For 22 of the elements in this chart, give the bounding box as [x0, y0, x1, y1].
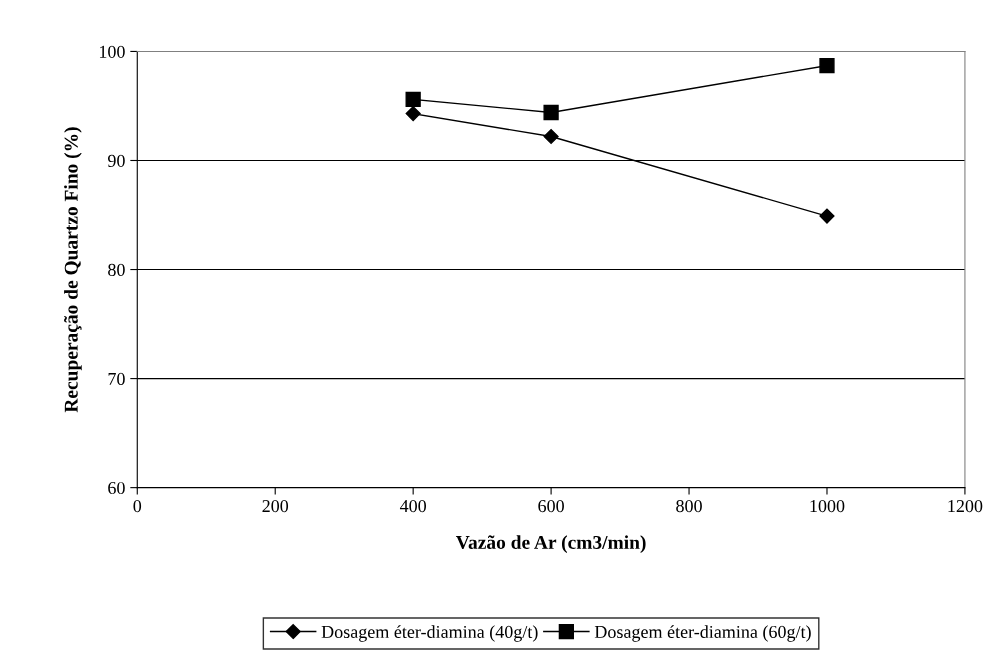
x-tick-label: 0 [133, 499, 142, 513]
y-tick-label: 70 [108, 372, 125, 386]
y-tick-label: 60 [108, 481, 125, 495]
point [405, 91, 421, 108]
y-tick-label: 80 [108, 263, 125, 276]
x-tick-label: 200 [262, 499, 289, 513]
point [819, 208, 835, 224]
legend-label: Dosagem éter-diamina (60g/t) [594, 625, 811, 642]
legend-label: Dosagem éter-diamina (40g/t) [321, 625, 538, 642]
x-tick-label: 800 [676, 499, 702, 513]
x-tick-label: 1200 [948, 499, 983, 513]
y-tick-label: 100 [99, 45, 125, 58]
y-tick-label: 90 [107, 154, 125, 167]
point [543, 104, 559, 121]
x-tick-label: 1000 [810, 499, 845, 513]
point [543, 128, 559, 145]
y-axis-title: Recuperação de Quartzo Fino (%) [64, 127, 82, 413]
x-tick-label: 600 [538, 499, 564, 513]
x-axis-title: Vazão de Ar (cm3/min) [455, 535, 646, 553]
point [405, 106, 421, 122]
x-tick-label: 400 [399, 499, 427, 513]
point [819, 57, 835, 74]
